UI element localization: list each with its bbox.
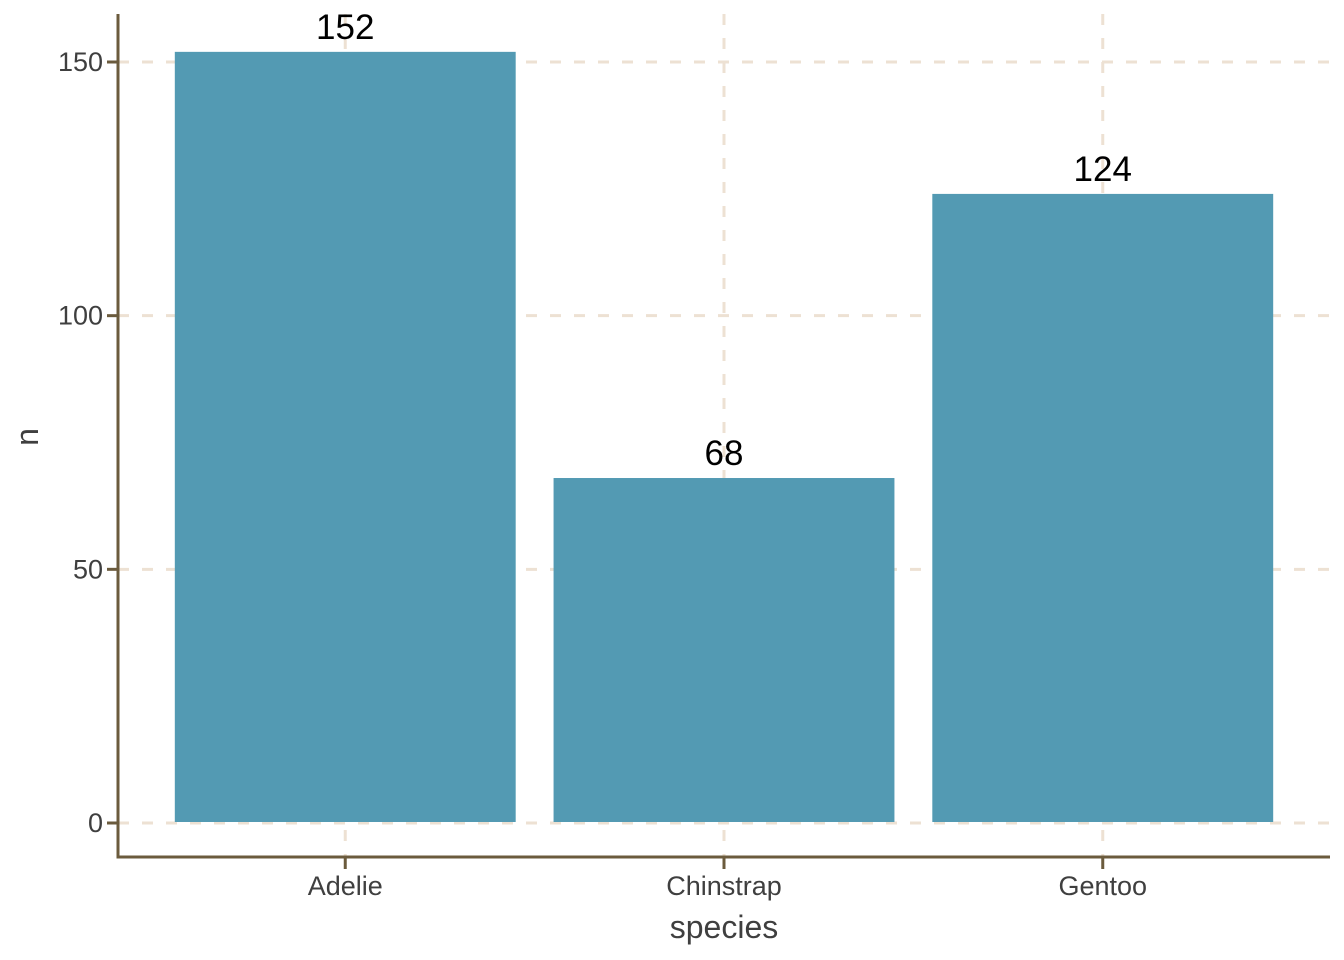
value-label: 68 — [705, 434, 744, 473]
y-tick-label: 100 — [58, 301, 103, 331]
y-tick-label: 0 — [88, 808, 103, 838]
x-tick-label: Adelie — [308, 871, 383, 901]
x-axis-title: species — [670, 909, 779, 945]
value-label: 152 — [316, 8, 374, 47]
tick-marks — [107, 60, 1105, 869]
y-tick-label: 50 — [73, 554, 103, 584]
value-label: 124 — [1074, 150, 1132, 189]
x-tick-labels: Adelie Chinstrap Gentoo — [308, 871, 1147, 901]
bar-gentoo — [932, 193, 1274, 822]
y-tick-labels: 0 50 100 150 — [58, 47, 103, 838]
bar-value-labels: 152 68 124 — [316, 8, 1132, 473]
bar-adelie — [174, 51, 516, 822]
y-tick-label: 150 — [58, 47, 103, 77]
x-tick-label: Gentoo — [1058, 871, 1147, 901]
bars — [174, 51, 1274, 822]
x-tick-label: Chinstrap — [666, 871, 782, 901]
bar-chinstrap — [553, 478, 895, 822]
y-axis-title: n — [9, 428, 45, 446]
